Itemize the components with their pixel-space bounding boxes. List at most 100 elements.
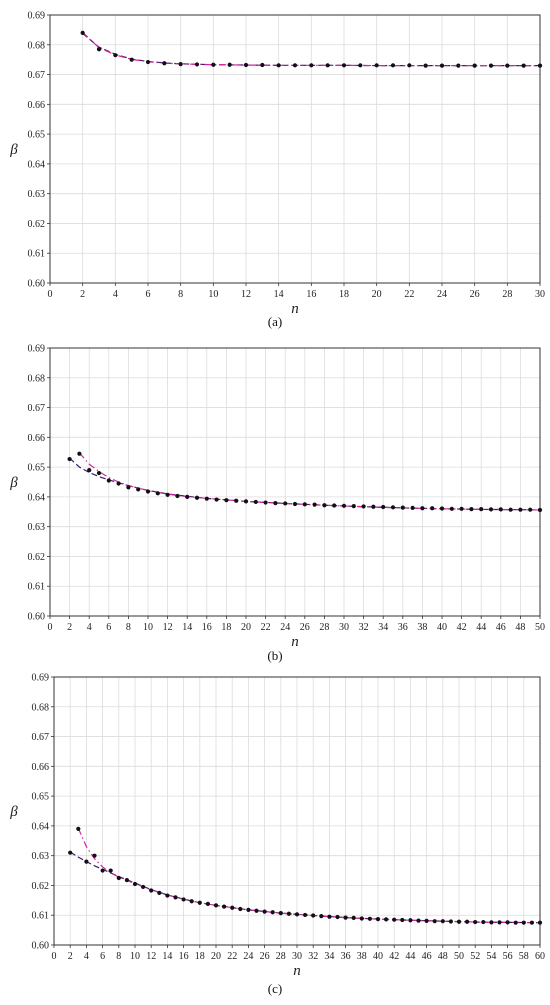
- data-point: [440, 919, 445, 924]
- x-tick-label: 38: [357, 951, 367, 962]
- x-tick-label: 16: [179, 951, 189, 962]
- data-point: [416, 918, 421, 923]
- data-point: [488, 507, 494, 512]
- x-tick-label: 8: [178, 289, 183, 300]
- data-point: [430, 506, 435, 511]
- data-point: [270, 910, 275, 915]
- data-point: [222, 904, 227, 909]
- data-point: [205, 901, 210, 907]
- data-point: [351, 504, 356, 509]
- x-tick-label: 20: [372, 289, 382, 300]
- data-point: [343, 915, 348, 920]
- data-point: [423, 63, 428, 68]
- data-point: [129, 57, 134, 62]
- data-point: [367, 916, 372, 921]
- data-point: [439, 63, 445, 68]
- data-point: [77, 451, 82, 456]
- x-tick-label: 2: [68, 951, 73, 962]
- data-point: [529, 920, 535, 925]
- x-tick-label: 24: [280, 622, 290, 633]
- data-point: [309, 63, 314, 68]
- x-tick-label: 38: [417, 622, 427, 633]
- data-point: [473, 919, 478, 925]
- x-tick-label: 58: [519, 951, 529, 962]
- x-tick-label: 4: [87, 622, 92, 633]
- data-point: [420, 506, 425, 511]
- data-point: [312, 502, 317, 507]
- data-point: [392, 917, 397, 922]
- data-point: [537, 507, 543, 513]
- x-tick-label: 22: [261, 622, 271, 633]
- y-tick-label: 0.66: [28, 100, 46, 111]
- data-point: [278, 911, 283, 916]
- data-point: [374, 63, 379, 68]
- x-tick-label: 46: [422, 951, 432, 962]
- data-point: [155, 491, 160, 496]
- data-point: [505, 920, 510, 925]
- data-point: [106, 478, 111, 483]
- x-tick-label: 48: [438, 951, 448, 962]
- y-tick-label: 0.66: [32, 762, 50, 773]
- data-point: [116, 481, 121, 486]
- data-point: [371, 504, 376, 509]
- data-point: [68, 850, 73, 855]
- data-point: [262, 909, 267, 914]
- fit-line-dashdot: [82, 31, 540, 67]
- x-tick-label: 30: [292, 951, 302, 962]
- data-points: [80, 30, 543, 68]
- x-axis-label: n: [291, 301, 299, 317]
- x-tick-label: 28: [276, 951, 286, 962]
- x-tick-label: 32: [359, 622, 369, 633]
- data-point: [528, 507, 533, 512]
- data-point: [116, 875, 121, 881]
- data-point: [185, 494, 190, 499]
- x-tick-label: 54: [486, 951, 496, 962]
- y-ticks: 0.60 0.61 0.62 0.63 0.64 0.65 0.66 0.67 0.68 0.69: [28, 344, 50, 623]
- y-tick-label: 0.60: [32, 941, 50, 952]
- data-point: [390, 505, 396, 510]
- x-tick-label: 8: [126, 622, 131, 633]
- x-tick-label: 56: [503, 951, 513, 962]
- data-point: [456, 919, 462, 924]
- x-tick-label: 0: [48, 622, 53, 633]
- data-point: [518, 507, 523, 512]
- y-tick-label: 0.62: [28, 219, 46, 230]
- data-point: [521, 920, 526, 925]
- data-point: [227, 62, 232, 67]
- data-point: [113, 53, 118, 58]
- x-tick-label: 42: [457, 622, 467, 633]
- x-tick-label: 26: [260, 951, 270, 962]
- data-point: [505, 63, 510, 68]
- data-point: [481, 919, 486, 925]
- data-point: [76, 826, 81, 831]
- data-point: [136, 487, 141, 492]
- x-tick-label: 16: [306, 289, 316, 300]
- y-tick-label: 0.67: [28, 403, 46, 414]
- data-point: [294, 912, 300, 917]
- panel-caption: (a): [268, 314, 282, 329]
- data-point: [162, 61, 167, 66]
- data-point: [472, 63, 477, 68]
- data-point: [67, 456, 72, 462]
- data-point: [508, 507, 513, 512]
- y-tick-label: 0.61: [28, 582, 46, 593]
- x-tick-label: 14: [162, 951, 172, 962]
- x-tick-label: 52: [470, 951, 480, 962]
- x-tick-label: 18: [221, 622, 231, 633]
- chart-panel-b: 0 2 4 6 8 10 12 14 16 18 20 22 24 26 28 30 32 34 36 38 40 42 4…: [9, 344, 545, 664]
- data-point: [381, 504, 386, 510]
- data-points: [67, 451, 543, 513]
- data-point: [335, 914, 340, 920]
- x-tick-label: 40: [437, 622, 447, 633]
- y-tick-label: 0.66: [28, 433, 46, 444]
- data-point: [80, 30, 85, 35]
- data-point: [521, 63, 526, 68]
- data-point: [361, 504, 366, 509]
- x-tick-label: 8: [116, 951, 121, 962]
- data-point: [459, 506, 464, 511]
- data-point: [214, 497, 219, 502]
- data-point: [273, 501, 278, 506]
- plot-frame: [49, 14, 541, 284]
- y-tick-label: 0.62: [28, 552, 46, 563]
